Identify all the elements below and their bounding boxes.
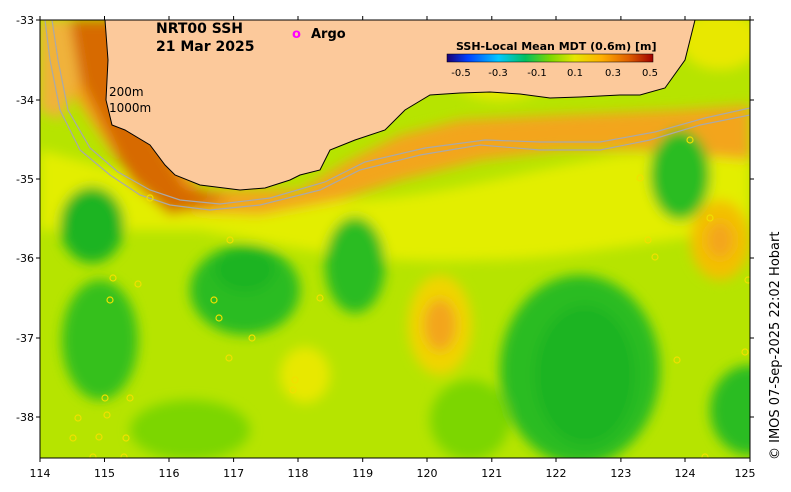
lon-tick: 116: [159, 467, 180, 480]
lon-tick: 124: [675, 467, 696, 480]
lat-tick: -33: [16, 14, 34, 27]
land-mass: [104, 20, 696, 191]
colorbar-title: SSH-Local Mean MDT (0.6m) [m]: [456, 40, 656, 53]
argo-legend-marker: o: [292, 27, 301, 42]
plot-frame: [39, 19, 751, 459]
argo-floats: [69, 136, 750, 458]
depth-label-1000: 1000m: [109, 101, 151, 115]
lat-axis: -33 -34 -35 -36 -37 -38: [16, 14, 754, 424]
colorbar-tick: 0.3: [605, 68, 621, 79]
colorbar-ramp: [446, 53, 654, 63]
colorbar-tick: -0.5: [451, 68, 471, 79]
lon-tick: 119: [352, 467, 373, 480]
lat-tick: -35: [16, 173, 34, 186]
imos-credit: © IMOS 07-Sep-2025 22:02 Hobart: [768, 231, 783, 460]
colorbar-tick: -0.1: [527, 68, 547, 79]
colorbar-tick: -0.3: [488, 68, 508, 79]
lon-tick: 117: [223, 467, 244, 480]
lat-tick: -37: [16, 332, 34, 345]
colorbar-tick: 0.5: [642, 68, 658, 79]
map-title: NRT00 SSH: [156, 21, 243, 37]
depth-label-200: 200m: [109, 85, 144, 99]
colorbar-tick: 0.1: [567, 68, 583, 79]
argo-legend-label: Argo: [311, 27, 346, 42]
lon-tick: 122: [546, 467, 567, 480]
lat-tick: -36: [16, 252, 34, 265]
isobath-lines: [44, 20, 750, 211]
lon-axis: 114 115 116 117 118 119 120 121 122 123 …: [30, 16, 756, 480]
lon-tick: 125: [735, 467, 756, 480]
map-date: 21 Mar 2025: [156, 39, 254, 55]
lon-tick: 114: [30, 467, 51, 480]
lat-tick: -38: [16, 411, 34, 424]
lat-tick: -34: [16, 94, 34, 107]
lon-tick: 120: [417, 467, 438, 480]
lon-tick: 118: [288, 467, 309, 480]
lon-tick: 115: [94, 467, 115, 480]
lon-tick: 121: [481, 467, 502, 480]
lon-tick: 123: [610, 467, 631, 480]
colorbar: SSH-Local Mean MDT (0.6m) [m] -0.5 -0.3 …: [446, 40, 658, 79]
